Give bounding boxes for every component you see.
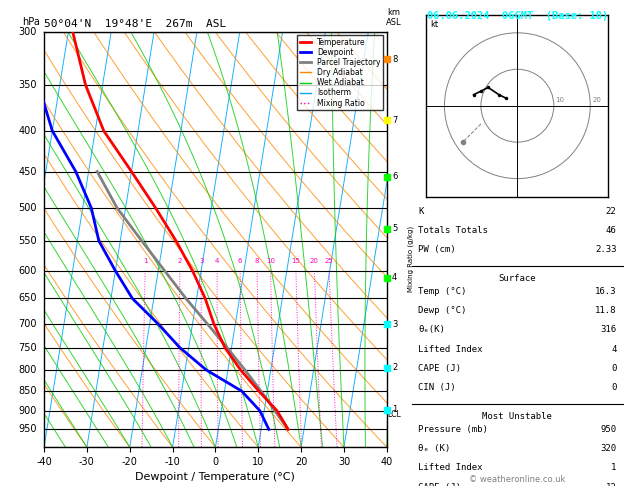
Text: 3: 3 xyxy=(392,319,398,329)
Text: 25: 25 xyxy=(325,258,333,264)
Text: 550: 550 xyxy=(18,236,37,246)
Text: 4: 4 xyxy=(215,258,220,264)
Text: hPa: hPa xyxy=(22,17,40,27)
Text: © weatheronline.co.uk: © weatheronline.co.uk xyxy=(469,474,565,484)
Text: 500: 500 xyxy=(19,203,37,213)
Text: Mixing Ratio (g/kg): Mixing Ratio (g/kg) xyxy=(408,226,414,292)
Text: 750: 750 xyxy=(18,343,37,353)
Text: 450: 450 xyxy=(19,167,37,176)
Text: 316: 316 xyxy=(600,326,616,334)
Text: K: K xyxy=(418,207,424,216)
Text: 800: 800 xyxy=(19,365,37,375)
Text: 600: 600 xyxy=(19,266,37,276)
X-axis label: Dewpoint / Temperature (°C): Dewpoint / Temperature (°C) xyxy=(135,472,296,483)
Text: Pressure (mb): Pressure (mb) xyxy=(418,425,488,434)
Text: 2: 2 xyxy=(178,258,182,264)
Legend: Temperature, Dewpoint, Parcel Trajectory, Dry Adiabat, Wet Adiabat, Isotherm, Mi: Temperature, Dewpoint, Parcel Trajectory… xyxy=(298,35,383,110)
Text: 6: 6 xyxy=(392,173,398,181)
Text: Lifted Index: Lifted Index xyxy=(418,345,483,354)
Text: Temp (°C): Temp (°C) xyxy=(418,287,467,296)
Text: Totals Totals: Totals Totals xyxy=(418,226,488,235)
Text: 650: 650 xyxy=(19,294,37,303)
Text: 46: 46 xyxy=(606,226,616,235)
Text: 950: 950 xyxy=(600,425,616,434)
Text: CAPE (J): CAPE (J) xyxy=(418,483,461,486)
Text: 2.33: 2.33 xyxy=(595,245,616,254)
Text: Dewp (°C): Dewp (°C) xyxy=(418,306,467,315)
Text: 50°04'N  19°48'E  267m  ASL: 50°04'N 19°48'E 267m ASL xyxy=(44,19,226,30)
Text: CAPE (J): CAPE (J) xyxy=(418,364,461,373)
Text: 12: 12 xyxy=(606,483,616,486)
Text: 0: 0 xyxy=(611,364,616,373)
Text: 900: 900 xyxy=(19,406,37,416)
Text: 2: 2 xyxy=(392,364,398,372)
Text: 20: 20 xyxy=(592,97,601,103)
Text: Surface: Surface xyxy=(499,274,536,283)
Text: 16.3: 16.3 xyxy=(595,287,616,296)
Text: Lifted Index: Lifted Index xyxy=(418,464,483,472)
Text: 15: 15 xyxy=(291,258,300,264)
Text: 1: 1 xyxy=(392,405,398,415)
Text: 300: 300 xyxy=(19,27,37,36)
Text: Most Unstable: Most Unstable xyxy=(482,412,552,421)
Text: CIN (J): CIN (J) xyxy=(418,383,456,392)
Text: 1: 1 xyxy=(611,464,616,472)
Text: 850: 850 xyxy=(19,386,37,396)
Text: 7: 7 xyxy=(392,116,398,125)
Text: 950: 950 xyxy=(19,424,37,434)
Text: 06.06.2024  06GMT  (Base: 18): 06.06.2024 06GMT (Base: 18) xyxy=(426,11,608,21)
Text: 3: 3 xyxy=(199,258,204,264)
Text: 11.8: 11.8 xyxy=(595,306,616,315)
Text: θₑ (K): θₑ (K) xyxy=(418,444,450,453)
Text: LCL: LCL xyxy=(387,410,401,419)
Text: 10: 10 xyxy=(555,97,565,103)
Text: 4: 4 xyxy=(611,345,616,354)
Text: 8: 8 xyxy=(255,258,259,264)
Text: kt: kt xyxy=(430,20,438,29)
Text: 1: 1 xyxy=(143,258,148,264)
Text: PW (cm): PW (cm) xyxy=(418,245,456,254)
Text: 20: 20 xyxy=(310,258,319,264)
Text: 22: 22 xyxy=(606,207,616,216)
Text: 320: 320 xyxy=(600,444,616,453)
Text: 700: 700 xyxy=(19,319,37,329)
Text: 400: 400 xyxy=(19,126,37,136)
Text: 8: 8 xyxy=(392,55,398,64)
Text: 10: 10 xyxy=(266,258,275,264)
Text: 4: 4 xyxy=(392,273,398,282)
Text: 5: 5 xyxy=(392,224,398,233)
Text: 0: 0 xyxy=(611,383,616,392)
Text: 6: 6 xyxy=(238,258,242,264)
Text: θₑ(K): θₑ(K) xyxy=(418,326,445,334)
Text: km
ASL: km ASL xyxy=(386,8,401,27)
Text: 350: 350 xyxy=(19,80,37,90)
